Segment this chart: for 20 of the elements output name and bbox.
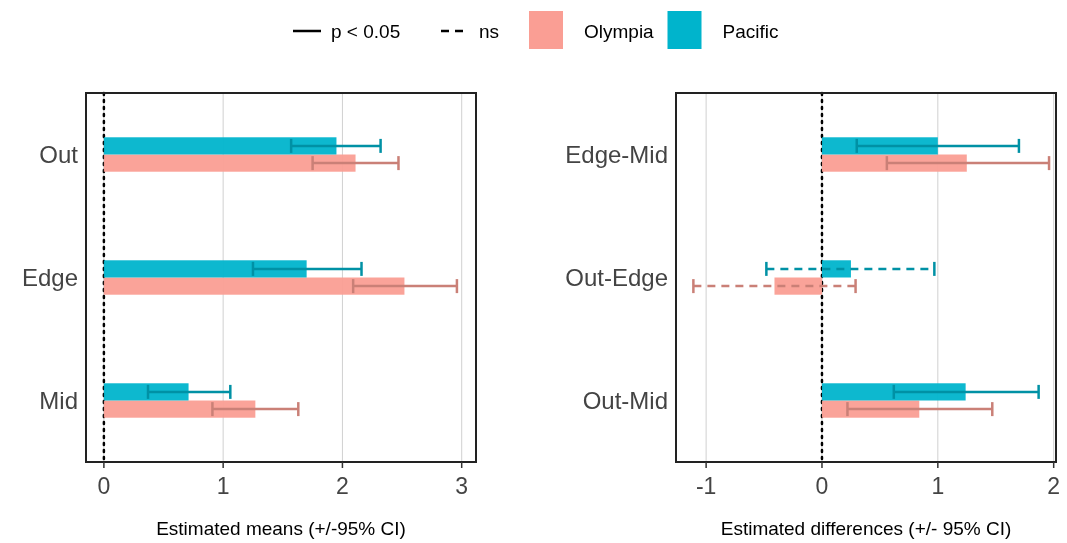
legend-label: Pacific bbox=[722, 21, 779, 42]
legend-label: p < 0.05 bbox=[331, 21, 401, 42]
legend-label: ns bbox=[479, 21, 500, 42]
x-tick-label: 1 bbox=[216, 473, 230, 499]
x-tick-label: 2 bbox=[336, 473, 349, 499]
y-tick-label: Out-Mid bbox=[582, 386, 668, 414]
x-tick-label: 3 bbox=[455, 473, 469, 499]
x-axis-title: Estimated means (+/-95% CI) bbox=[156, 518, 406, 539]
y-tick-label: Out-Edge bbox=[565, 263, 668, 291]
x-tick-label: 0 bbox=[97, 473, 111, 499]
x-tick-label: -1 bbox=[695, 473, 717, 499]
y-tick-label: Mid bbox=[39, 386, 78, 414]
y-tick-label: Out bbox=[39, 140, 79, 168]
x-axis-title: Estimated differences (+/- 95% CI) bbox=[720, 518, 1012, 539]
x-tick-label: 1 bbox=[931, 473, 945, 499]
y-tick-label: Edge-Mid bbox=[565, 140, 668, 168]
x-tick-label: 2 bbox=[1047, 473, 1061, 499]
y-tick-label: Edge bbox=[21, 263, 78, 291]
legend-label: Olympia bbox=[584, 21, 655, 42]
x-tick-label: 0 bbox=[815, 473, 829, 499]
